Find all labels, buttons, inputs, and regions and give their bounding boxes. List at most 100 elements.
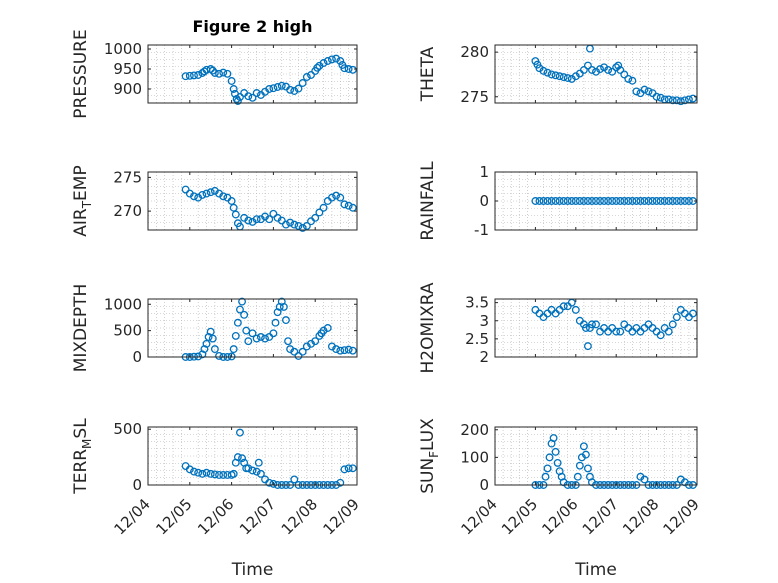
data-point xyxy=(229,203,238,212)
data-point xyxy=(579,442,588,451)
data-point xyxy=(581,450,590,459)
data-point xyxy=(340,346,349,355)
data-point xyxy=(344,464,353,473)
data-point xyxy=(242,326,251,335)
data-point xyxy=(547,197,556,205)
data-point xyxy=(194,468,203,477)
minor-grid xyxy=(148,427,357,485)
y-tick-label: 500 xyxy=(113,420,142,438)
data-point xyxy=(311,213,320,222)
data-point xyxy=(240,310,249,319)
data-point xyxy=(210,345,219,354)
data-point xyxy=(344,345,353,354)
x-axis-label: Time xyxy=(231,560,274,580)
data-point xyxy=(676,197,685,205)
data-point xyxy=(215,351,224,360)
data-point xyxy=(181,185,190,194)
data-point xyxy=(319,59,328,67)
data-point xyxy=(563,197,572,205)
data-point xyxy=(632,87,641,96)
data-point xyxy=(265,215,274,224)
data-point xyxy=(575,461,584,470)
data-point xyxy=(571,197,580,205)
data-point xyxy=(555,72,564,81)
x-tick-label: 12/04 xyxy=(111,495,154,538)
data-point xyxy=(307,71,315,79)
x-axis-label: Time xyxy=(574,560,617,580)
y-tick-label: 1 xyxy=(479,163,489,181)
x-tick-label: 12/04 xyxy=(458,495,501,538)
data-point xyxy=(210,470,219,479)
data-point xyxy=(644,197,653,205)
data-point xyxy=(668,96,677,105)
data-point xyxy=(620,70,629,79)
axes-box xyxy=(494,44,698,104)
data-point xyxy=(236,93,244,101)
data-point xyxy=(559,73,568,82)
y-tick-label: 2 xyxy=(479,348,489,366)
data-point xyxy=(238,297,246,306)
data-point xyxy=(579,66,588,74)
minor-grid xyxy=(495,299,697,357)
data-point xyxy=(684,197,693,205)
data-point xyxy=(348,203,357,212)
data-point xyxy=(294,351,303,360)
data-point xyxy=(219,68,228,77)
axes-box xyxy=(494,298,698,358)
data-point xyxy=(612,197,621,205)
data-point xyxy=(340,200,349,209)
data-point xyxy=(573,472,582,481)
data-point xyxy=(543,68,552,77)
y-axis-label: MIXDEPTH xyxy=(71,284,91,373)
data-point xyxy=(348,65,357,74)
data-point xyxy=(583,464,592,473)
y-tick-label: 200 xyxy=(460,421,489,439)
data-point xyxy=(588,66,596,74)
data-point xyxy=(539,66,548,75)
data-point xyxy=(202,468,211,477)
data-point xyxy=(206,65,215,73)
data-point xyxy=(336,478,345,487)
data-point xyxy=(340,465,349,474)
data-point xyxy=(628,197,637,205)
data-point xyxy=(244,92,253,101)
data-point xyxy=(215,69,224,78)
data-point xyxy=(279,302,288,311)
data-point xyxy=(219,471,228,479)
data-point xyxy=(583,342,592,351)
y-axis-label: SUNFLUX xyxy=(418,418,441,494)
data-point xyxy=(551,447,560,456)
data-point xyxy=(616,66,625,74)
x-tick-label: 12/09 xyxy=(660,495,703,538)
data-point xyxy=(559,302,568,311)
data-point xyxy=(664,197,673,205)
data-point xyxy=(555,197,564,205)
data-point xyxy=(348,346,357,355)
data-point xyxy=(616,327,625,336)
data-point xyxy=(227,77,236,85)
axes-box xyxy=(494,426,698,486)
minor-grid xyxy=(495,427,697,485)
data-point xyxy=(311,337,320,346)
data-point xyxy=(273,83,282,91)
data-point xyxy=(202,339,211,348)
data-point xyxy=(219,192,228,201)
data-point xyxy=(261,334,269,343)
y-tick-label: 270 xyxy=(113,202,142,220)
data-point xyxy=(620,197,629,205)
data-point xyxy=(567,197,576,205)
data-point xyxy=(233,453,242,462)
data-point xyxy=(588,197,596,205)
data-point xyxy=(190,467,198,476)
data-point xyxy=(298,224,307,232)
data-point xyxy=(233,318,242,327)
data-point xyxy=(284,337,292,346)
data-point xyxy=(256,469,265,478)
data-point xyxy=(229,469,238,478)
y-tick-label: 1000 xyxy=(104,295,142,313)
data-point xyxy=(256,333,265,341)
data-point xyxy=(344,201,353,210)
data-point xyxy=(348,464,357,473)
